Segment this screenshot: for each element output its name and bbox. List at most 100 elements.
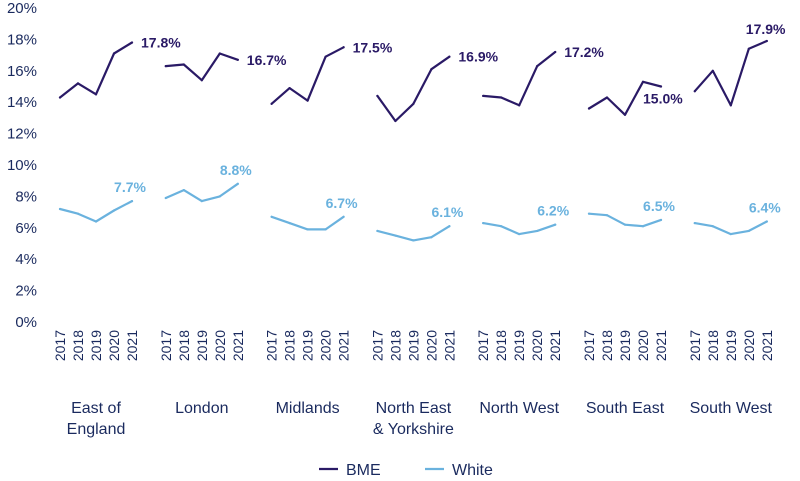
data-point-bme xyxy=(270,102,273,105)
x-tick-label: 2018 xyxy=(387,330,403,361)
series-line-white xyxy=(376,225,451,242)
data-point-white xyxy=(218,195,221,198)
data-label-white: 6.7% xyxy=(326,195,358,211)
data-point-bme xyxy=(605,96,609,99)
data-label-bme: 16.7% xyxy=(247,52,287,68)
series-line-bme xyxy=(58,41,134,99)
data-label-bme: 17.5% xyxy=(353,39,393,55)
series-line-white xyxy=(482,222,557,236)
data-point-bme xyxy=(376,94,379,98)
series-line-white xyxy=(58,200,134,223)
data-point-bme xyxy=(536,64,539,68)
x-tick-label: 2021 xyxy=(336,330,352,361)
data-label-white: 6.5% xyxy=(643,198,675,214)
data-point-bme xyxy=(218,52,221,55)
data-label-bme: 16.9% xyxy=(458,49,498,65)
legend-label-bme: BME xyxy=(346,462,381,479)
x-tick-label: 2019 xyxy=(88,330,104,361)
data-label-white: 7.7% xyxy=(114,179,146,195)
y-tick-label: 12% xyxy=(7,126,37,143)
x-tick-label: 2017 xyxy=(687,330,703,361)
data-point-white xyxy=(130,200,134,203)
data-point-white xyxy=(765,220,768,223)
region-label: & Yorkshire xyxy=(373,421,454,438)
data-label-bme: 17.2% xyxy=(564,44,604,60)
data-label-white: 6.4% xyxy=(749,200,781,216)
data-point-bme xyxy=(306,99,309,102)
data-label-bme: 17.9% xyxy=(746,21,786,37)
x-tick-label: 2019 xyxy=(511,330,527,361)
region-label: North East xyxy=(376,400,452,417)
x-tick-label: 2019 xyxy=(405,330,421,361)
data-point-white xyxy=(76,212,80,215)
x-tick-label: 2017 xyxy=(581,330,597,361)
data-point-white xyxy=(200,200,203,203)
y-tick-label: 2% xyxy=(15,283,37,300)
data-point-bme xyxy=(729,104,732,107)
data-point-bme xyxy=(182,63,185,66)
region-label: South West xyxy=(690,400,773,417)
data-point-bme xyxy=(76,82,80,85)
x-tick-label: 2018 xyxy=(70,330,86,361)
x-tick-label: 2021 xyxy=(124,330,140,361)
series-line-bme xyxy=(376,55,451,123)
data-label-white: 6.2% xyxy=(537,203,569,219)
data-point-bme xyxy=(94,93,98,96)
x-tick-label: 2018 xyxy=(282,330,298,361)
x-tick-label: 2021 xyxy=(759,330,775,361)
data-point-white xyxy=(236,182,239,185)
x-tick-label: 2017 xyxy=(52,330,68,361)
data-point-bme xyxy=(394,119,397,123)
data-point-white xyxy=(536,229,539,233)
x-tick-label: 2021 xyxy=(547,330,563,361)
x-tick-label: 2018 xyxy=(599,330,615,361)
data-point-bme xyxy=(641,80,645,83)
data-point-white xyxy=(605,214,609,217)
data-point-bme xyxy=(342,46,345,49)
legend: BME White xyxy=(319,462,493,479)
data-point-bme xyxy=(200,79,203,82)
x-tick-label: 2018 xyxy=(176,330,192,361)
data-point-white xyxy=(711,225,714,228)
y-axis: 0% 2% 4% 6% 8% 10% 12% 14% 16% 18% 20% xyxy=(7,0,37,331)
data-point-bme xyxy=(430,68,433,71)
data-point-white xyxy=(430,236,433,239)
x-tick-label: 2017 xyxy=(369,330,385,361)
data-point-bme xyxy=(518,104,521,107)
data-point-white xyxy=(641,225,645,228)
data-point-bme xyxy=(112,52,116,55)
data-point-bme xyxy=(482,94,485,98)
y-tick-label: 0% xyxy=(15,314,37,331)
region-label: South East xyxy=(586,400,665,417)
data-point-white xyxy=(448,225,451,228)
x-tick-label: 2017 xyxy=(158,330,174,361)
y-tick-label: 4% xyxy=(15,251,37,268)
x-tick-label: 2019 xyxy=(617,330,633,361)
y-tick-label: 14% xyxy=(7,94,37,111)
data-label-bme: 15.0% xyxy=(643,91,683,107)
data-point-white xyxy=(324,228,327,231)
data-point-white xyxy=(376,229,379,233)
series-line-white xyxy=(270,215,345,231)
plot-area: 17.8% 7.7% 16.7% 8.8% 17.5% 6.7% 16.9% 6.1% 17.2… xyxy=(58,21,786,242)
data-point-white xyxy=(623,223,627,226)
x-tick-label: 2019 xyxy=(300,330,316,361)
y-tick-label: 18% xyxy=(7,31,37,48)
data-point-bme xyxy=(324,55,327,58)
data-point-bme xyxy=(711,69,714,72)
data-point-white xyxy=(659,218,663,222)
data-point-white xyxy=(94,220,98,223)
data-point-bme xyxy=(500,96,503,99)
data-point-bme xyxy=(58,96,62,99)
series-line-white xyxy=(164,182,239,203)
data-point-white xyxy=(270,215,273,218)
x-tick-label: 2018 xyxy=(705,330,721,361)
data-point-white xyxy=(306,228,309,231)
data-point-bme xyxy=(587,107,591,110)
data-point-bme xyxy=(164,64,167,68)
x-tick-label: 2019 xyxy=(194,330,210,361)
x-tick-label: 2020 xyxy=(318,330,334,361)
legend-label-white: White xyxy=(452,462,493,479)
